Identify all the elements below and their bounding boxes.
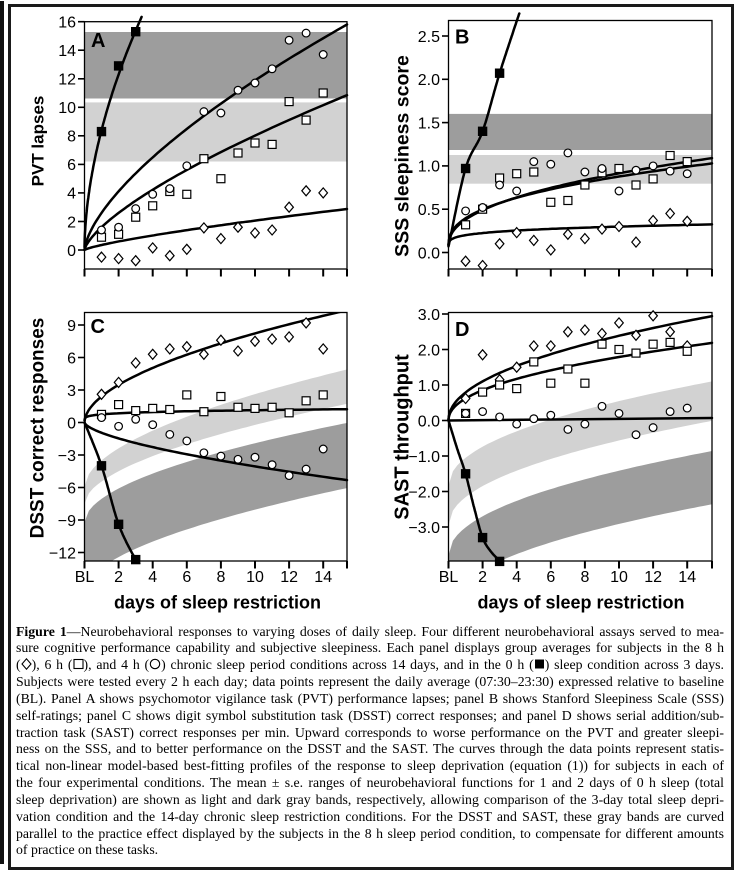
svg-text:6: 6	[67, 157, 76, 174]
svg-text:BL: BL	[75, 569, 95, 586]
svg-text:0.0: 0.0	[418, 413, 440, 430]
svg-text:1.0: 1.0	[418, 159, 440, 176]
svg-text:3: 3	[67, 383, 76, 400]
svg-text:days of sleep restriction: days of sleep restriction	[114, 593, 321, 613]
svg-text:DSST correct responses: DSST correct responses	[28, 318, 49, 539]
svg-text:14: 14	[678, 569, 696, 586]
svg-text:1.0: 1.0	[418, 378, 440, 395]
svg-text:10: 10	[58, 100, 76, 117]
svg-text:−6: −6	[58, 480, 76, 497]
svg-text:D: D	[455, 319, 469, 341]
svg-text:4: 4	[67, 186, 76, 203]
svg-text:2.5: 2.5	[418, 29, 440, 46]
svg-text:14: 14	[314, 569, 332, 586]
svg-text:12: 12	[280, 569, 298, 586]
svg-text:6: 6	[546, 569, 555, 586]
svg-text:8: 8	[216, 569, 225, 586]
svg-text:6: 6	[182, 569, 191, 586]
svg-text:2.0: 2.0	[418, 72, 440, 89]
svg-text:0.0: 0.0	[418, 245, 440, 262]
svg-text:4: 4	[512, 569, 521, 586]
svg-text:C: C	[91, 316, 105, 338]
svg-text:0: 0	[67, 243, 76, 260]
svg-text:2: 2	[114, 569, 123, 586]
svg-text:0: 0	[67, 415, 76, 432]
svg-text:2.0: 2.0	[418, 342, 440, 359]
svg-text:10: 10	[610, 569, 628, 586]
svg-text:days of sleep restriction: days of sleep restriction	[477, 593, 684, 613]
svg-text:SAST throughput: SAST throughput	[392, 354, 414, 520]
svg-text:9: 9	[67, 318, 76, 335]
svg-text:16: 16	[58, 15, 76, 32]
svg-text:SSS sleepiness score: SSS sleepiness score	[392, 55, 414, 257]
svg-text:2: 2	[67, 214, 76, 231]
svg-text:PVT lapses: PVT lapses	[29, 96, 48, 187]
svg-text:0.5: 0.5	[418, 202, 440, 219]
svg-text:BL: BL	[439, 569, 459, 586]
svg-text:−2.0: −2.0	[408, 484, 440, 501]
svg-text:B: B	[455, 27, 469, 49]
svg-text:1.5: 1.5	[418, 115, 440, 132]
svg-text:−12: −12	[49, 545, 76, 562]
svg-text:12: 12	[58, 72, 76, 89]
svg-text:2: 2	[478, 569, 487, 586]
svg-text:−1.0: −1.0	[408, 449, 440, 466]
svg-text:−3: −3	[58, 448, 76, 465]
svg-text:14: 14	[58, 43, 76, 60]
svg-text:6: 6	[67, 350, 76, 367]
svg-text:−3.0: −3.0	[408, 520, 440, 537]
svg-text:12: 12	[644, 569, 662, 586]
svg-text:8: 8	[67, 129, 76, 146]
svg-text:4: 4	[148, 569, 157, 586]
svg-text:−9: −9	[58, 513, 76, 530]
svg-text:3.0: 3.0	[418, 307, 440, 324]
svg-text:A: A	[91, 30, 105, 52]
svg-text:8: 8	[580, 569, 589, 586]
svg-text:10: 10	[246, 569, 264, 586]
